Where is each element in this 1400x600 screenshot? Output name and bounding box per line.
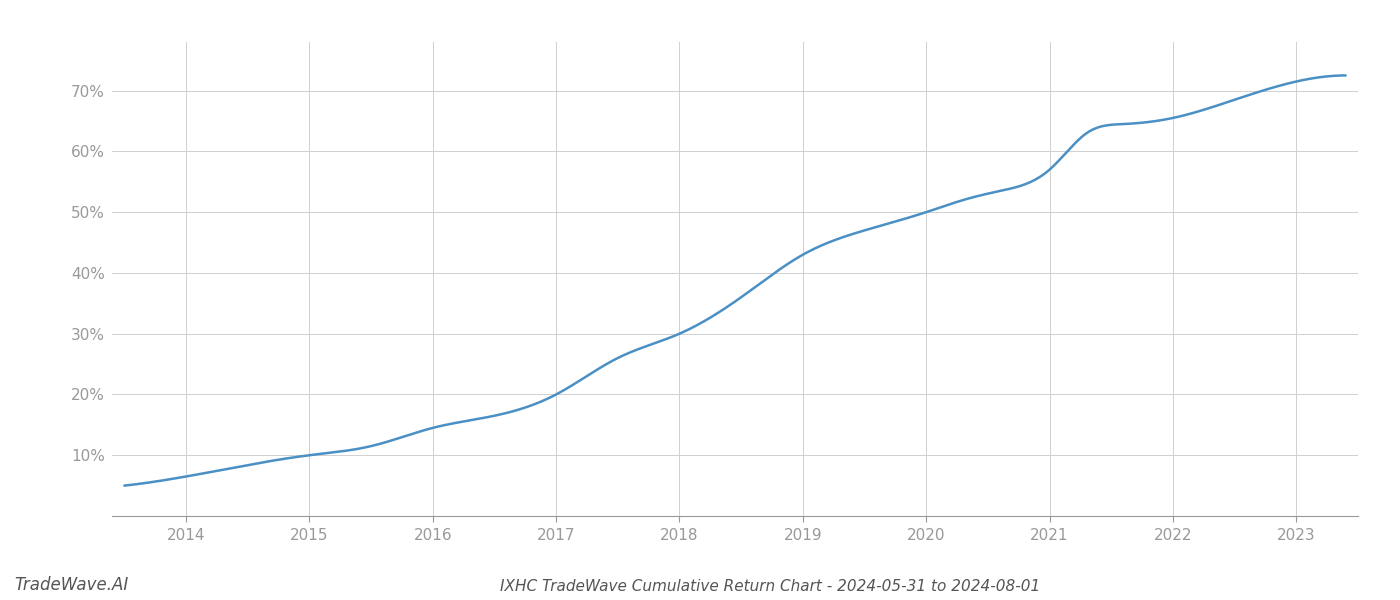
Text: TradeWave.AI: TradeWave.AI bbox=[14, 576, 129, 594]
Text: IXHC TradeWave Cumulative Return Chart - 2024-05-31 to 2024-08-01: IXHC TradeWave Cumulative Return Chart -… bbox=[500, 579, 1040, 594]
